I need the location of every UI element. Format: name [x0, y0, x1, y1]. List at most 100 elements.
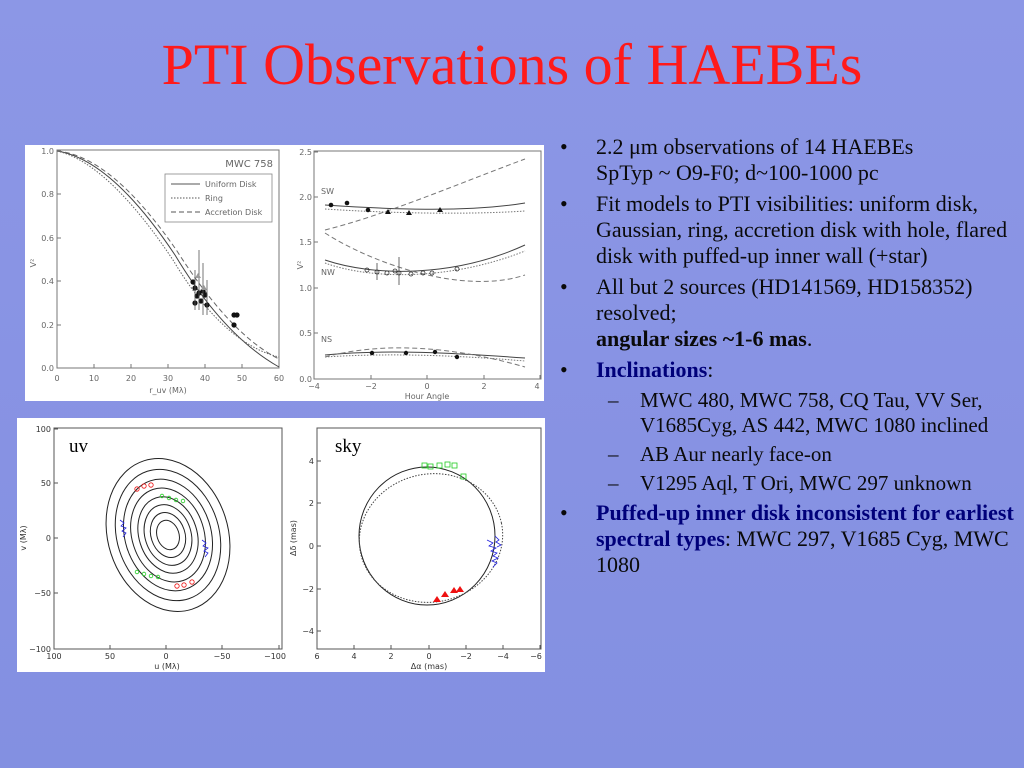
uv-red-points: [134, 482, 195, 589]
uv-xtick: −100: [264, 652, 286, 661]
bullet-marker: •: [560, 357, 568, 382]
bullet-marker: •: [560, 500, 568, 525]
bullet-bold-text: Inclinations: [596, 357, 708, 382]
geometry-figure: −100 −50 0 50 100 100 50 0 −50 −100 u (M…: [17, 418, 545, 672]
uv-ylabel: v (Mλ): [19, 525, 28, 550]
uv-green-points: [134, 493, 186, 580]
sub-bullet-marker: –: [608, 471, 619, 495]
uv-xtick: 0: [163, 652, 168, 661]
sky-xtick: 0: [426, 652, 431, 661]
right-ytick: 1.5: [299, 238, 312, 247]
hour-angle-data-points: [328, 200, 460, 360]
uv-ytick: 0: [46, 534, 51, 543]
legend-label: Accretion Disk: [205, 208, 263, 217]
baseline-label: SW: [321, 187, 334, 196]
slide-title: PTI Observations of HAEBEs: [161, 32, 863, 97]
bullet-bold-text: angular sizes ~1-6 mas: [596, 326, 807, 351]
legend-box: [164, 173, 273, 223]
left-ytick: 0.0: [41, 364, 54, 373]
accretion-disk-curve: [56, 150, 280, 360]
sub-bullet-marker: –: [608, 442, 619, 466]
bullet-marker: •: [560, 134, 568, 159]
bullet-text-end: .: [806, 326, 813, 351]
right-xtick: 2: [481, 382, 486, 391]
nw-model-solid: [324, 244, 526, 272]
uv-ytick: 50: [41, 479, 51, 488]
left-ytick: 0.8: [41, 190, 54, 199]
sky-plot-frame: [316, 427, 542, 650]
bullet-marker: •: [560, 191, 568, 216]
right-xtick: −4: [308, 382, 320, 391]
object-label: MWC 758: [225, 159, 273, 170]
sub-bullet-face-on: – AB Aur nearly face-on: [556, 442, 1016, 467]
left-xtick: 60: [274, 374, 284, 383]
uv-blue-points: [119, 519, 209, 558]
sub-bullet-inclined: – MWC 480, MWC 758, CQ Tau, VV Ser, V168…: [556, 388, 1016, 438]
sky-ytick: −2: [302, 585, 314, 594]
left-xtick: 0: [54, 374, 59, 383]
sky-red-points: [433, 586, 464, 602]
sky-panel-label: sky: [335, 436, 362, 457]
bullet-inclinations: • Inclinations:: [556, 357, 1016, 383]
bullet-text-end: : MWC 297, V1685 Cyg, MWC 1080: [596, 526, 1009, 577]
baseline-label: NW: [321, 268, 335, 277]
left-xtick: 50: [237, 374, 247, 383]
sky-ytick: 2: [309, 499, 314, 508]
right-ylabel: V²: [296, 261, 305, 270]
right-ytick: 0.5: [299, 329, 312, 338]
sub-bullet-unknown: – V1295 Aql, T Ori, MWC 297 unknown: [556, 471, 1016, 496]
uv-xlabel: u (Mλ): [154, 662, 180, 671]
left-ytick: 0.4: [41, 277, 54, 286]
right-ytick: 1.0: [299, 284, 312, 293]
right-ytick: 0.0: [299, 375, 312, 384]
sky-ytick: −4: [302, 627, 314, 636]
right-xtick: 0: [424, 382, 429, 391]
legend-label: Ring: [205, 194, 223, 203]
sub-bullet-text: MWC 480, MWC 758, CQ Tau, VV Ser, V1685C…: [640, 388, 989, 437]
bullet-puffed-up: • Puffed-up inner disk inconsistent for …: [556, 500, 1016, 578]
visibility-figure: 0.0 0.2 0.4 0.6 0.8 1.0 0 10 20 30 40 50…: [25, 145, 544, 401]
sw-model-solid: [324, 202, 526, 210]
ns-model-dashed: [324, 347, 526, 368]
left-ytick: 0.2: [41, 321, 54, 330]
ring-curve: [56, 150, 280, 358]
sky-xtick: −4: [497, 652, 509, 661]
bullet-text: 2.2 μm observations of 14 HAEBEs: [596, 134, 914, 159]
left-ytick: 0.6: [41, 234, 54, 243]
sky-xtick: 4: [351, 652, 356, 661]
uv-panel-label: uv: [69, 436, 88, 457]
left-xtick: 20: [126, 374, 136, 383]
uv-sky-plots: −100 −50 0 50 100 100 50 0 −50 −100 u (M…: [19, 425, 542, 671]
left-ylabel: V²: [29, 259, 38, 268]
uv-xtick: 50: [105, 652, 115, 661]
bullet-resolved: • All but 2 sources (HD141569, HD158352)…: [556, 274, 1016, 352]
bullet-marker: •: [560, 274, 568, 299]
right-xtick: −2: [365, 382, 377, 391]
bullet-observations: • 2.2 μm observations of 14 HAEBEs SpTyp…: [556, 134, 1016, 186]
uv-ytick: −100: [29, 645, 51, 654]
bullet-text: SpTyp ~ O9-F0; d~100-1000 pc: [596, 160, 879, 185]
nw-model-dotted: [324, 250, 526, 276]
left-ytick: 1.0: [41, 147, 54, 156]
left-xtick: 40: [200, 374, 210, 383]
sky-solid-fit: [358, 466, 496, 606]
bullet-fit-models: • Fit models to PTI visibilities: unifor…: [556, 191, 1016, 269]
uv-ytick: −50: [34, 589, 51, 598]
left-xlabel: r_uv (Mλ): [149, 386, 187, 395]
left-xtick: 10: [89, 374, 99, 383]
bullet-text: Fit models to PTI visibilities: uniform …: [596, 191, 1008, 268]
right-xlabel: Hour Angle: [405, 392, 450, 401]
baseline-label: NS: [321, 335, 332, 344]
uv-xtick: 100: [46, 652, 61, 661]
ns-model-solid: [324, 351, 526, 359]
right-plot-frame: [313, 150, 542, 380]
uv-xtick: −50: [214, 652, 231, 661]
sky-blue-points: [486, 535, 502, 568]
uv-contours: [105, 458, 231, 612]
sky-xtick: −6: [530, 652, 542, 661]
sky-xtick: 6: [314, 652, 319, 661]
right-ytick: 2.0: [299, 193, 312, 202]
sky-ytick: 4: [309, 457, 314, 466]
sw-model-dashed: [324, 158, 526, 231]
sub-bullet-marker: –: [608, 388, 619, 412]
